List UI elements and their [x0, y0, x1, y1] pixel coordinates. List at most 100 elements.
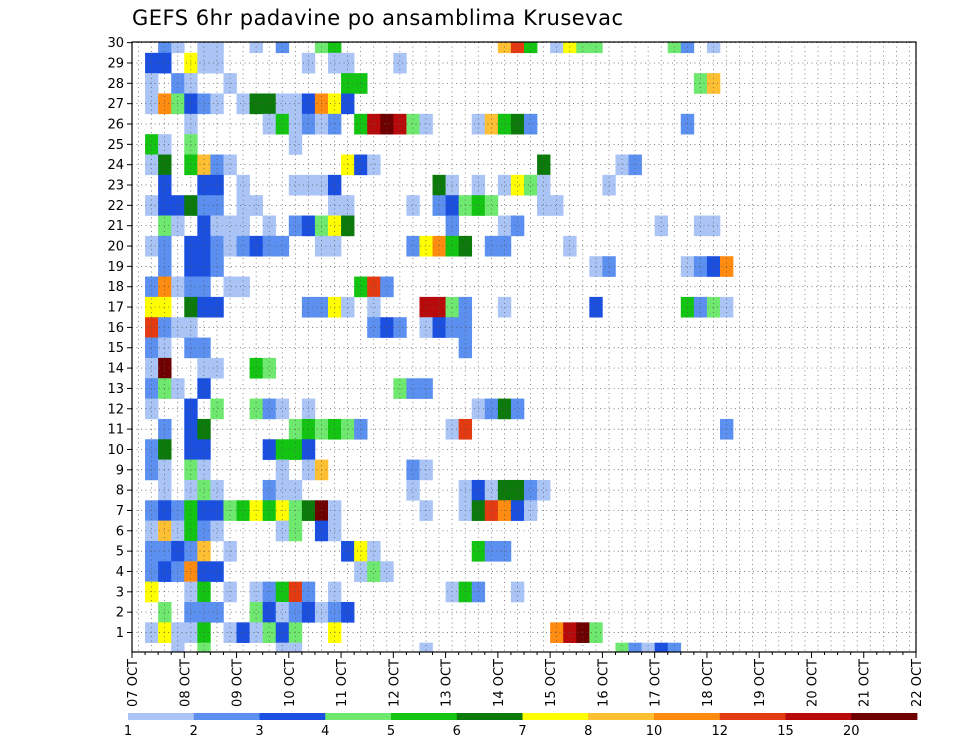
heatmap-cell	[654, 215, 669, 237]
heatmap-cell	[158, 296, 172, 318]
heatmap-cell	[145, 337, 159, 359]
heatmap-cell	[367, 113, 381, 135]
heatmap-cell	[288, 642, 303, 653]
heatmap-cell	[367, 276, 381, 298]
heatmap-cell	[693, 215, 708, 237]
heatmap-cell	[223, 215, 237, 237]
heatmap-cell	[654, 642, 669, 653]
heatmap-cell	[510, 398, 525, 420]
heatmap-cell	[537, 195, 551, 216]
heatmap-cell	[524, 479, 538, 501]
heatmap-cell	[158, 134, 172, 155]
heatmap-cell	[210, 296, 224, 318]
x-tick-label: 07 OCT	[126, 659, 141, 707]
heatmap-cell	[367, 296, 381, 318]
heatmap-cell	[197, 642, 211, 653]
heatmap-cell	[158, 215, 172, 237]
heatmap-cell	[275, 520, 290, 542]
heatmap-cell	[262, 439, 277, 460]
heatmap-cell	[288, 215, 303, 237]
y-tick-label: 19	[107, 260, 124, 275]
heatmap-cell	[341, 93, 355, 115]
heatmap-cell	[563, 42, 577, 54]
heatmap-cell	[249, 398, 263, 420]
heatmap-cell	[158, 622, 172, 643]
heatmap-cell	[262, 215, 277, 237]
heatmap-cell	[432, 317, 446, 338]
heatmap-cell	[314, 42, 329, 54]
x-axis: 07 OCT 08 OCT 09 OCT 10 OCT 11 OCT 12 OCT 13 O…	[126, 652, 925, 707]
legend-swatch	[522, 713, 589, 720]
y-tick-label: 14	[107, 362, 124, 377]
heatmap-cell	[288, 622, 303, 643]
heatmap-cell	[288, 174, 303, 196]
heatmap-cell	[706, 296, 721, 318]
x-tick-label: 21 OCT	[858, 659, 873, 707]
heatmap-cell	[236, 235, 250, 257]
heatmap-cell	[367, 317, 381, 338]
y-tick-label: 10	[107, 443, 124, 458]
heatmap-cell	[524, 174, 538, 196]
heatmap-cell	[145, 134, 159, 155]
heatmap-cell	[497, 235, 512, 257]
heatmap-cell	[158, 561, 172, 582]
heatmap-cell	[510, 113, 525, 135]
heatmap-cell	[249, 195, 263, 216]
heatmap-cell	[497, 296, 512, 318]
heatmap-cell	[432, 235, 446, 257]
heatmap-cell	[171, 42, 185, 54]
y-tick-label: 3	[116, 585, 124, 600]
y-tick-label: 30	[107, 36, 124, 51]
legend-label: 7	[518, 724, 526, 739]
x-tick-label: 12 OCT	[387, 659, 402, 707]
legend-swatch	[325, 713, 392, 720]
heatmap-cell	[432, 195, 446, 216]
heatmap-cell	[693, 296, 708, 318]
heatmap-cell	[484, 235, 499, 257]
y-tick-label: 24	[107, 158, 124, 173]
heatmap-cell	[236, 215, 250, 237]
heatmap-cell	[210, 195, 224, 216]
y-tick-label: 22	[107, 199, 124, 214]
heatmap-cell	[367, 561, 381, 582]
heatmap-cell	[158, 52, 172, 74]
heatmap-cell	[210, 174, 224, 196]
heatmap-cell	[158, 256, 172, 277]
y-tick-label: 9	[116, 463, 124, 478]
heatmap-cell	[341, 195, 355, 216]
heatmap-cell	[145, 622, 159, 643]
legend-label: 1	[124, 724, 132, 739]
chart-title: GEFS 6hr padavine po ansamblima Krusevac	[132, 6, 624, 30]
heatmap-cell	[236, 276, 250, 298]
heatmap-cell	[341, 296, 355, 318]
heatmap-cell	[576, 42, 590, 54]
heatmap-cell	[145, 520, 159, 542]
heatmap-cell	[262, 479, 277, 501]
heatmap-cell	[471, 113, 486, 135]
heatmap-cell	[145, 195, 159, 216]
heatmap-cell	[354, 154, 368, 176]
legend-label: 12	[712, 724, 729, 739]
heatmap-cell	[628, 642, 642, 653]
heatmap-cell	[497, 174, 512, 196]
x-tick-label: 10 OCT	[283, 659, 298, 707]
heatmap-cell	[550, 195, 564, 216]
heatmap-cell	[275, 235, 290, 257]
y-tick-label: 26	[107, 118, 124, 133]
heatmap-cell	[262, 357, 277, 379]
heatmap-cell	[236, 195, 250, 216]
heatmap-cell	[236, 622, 250, 643]
heatmap-cell	[158, 195, 172, 216]
heatmap-cell	[262, 622, 277, 643]
heatmap-cell	[537, 174, 551, 196]
heatmap-cell	[680, 42, 695, 54]
heatmap-cell	[275, 601, 290, 623]
heatmap-cell	[145, 93, 159, 115]
x-tick-label: 08 OCT	[178, 659, 193, 707]
x-tick-label: 18 OCT	[701, 659, 716, 707]
heatmap-cell	[497, 113, 512, 135]
heatmap-cell	[145, 235, 159, 257]
heatmap-cell	[510, 479, 525, 501]
heatmap-cell	[406, 479, 420, 501]
